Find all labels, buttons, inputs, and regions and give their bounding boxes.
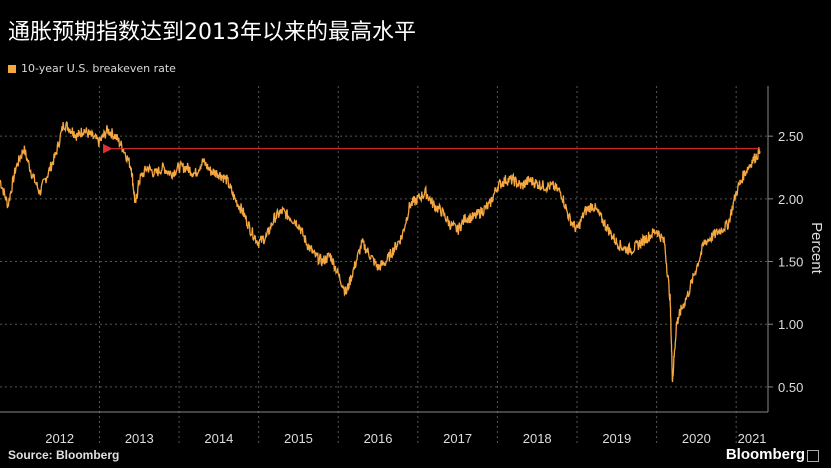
series-line (0, 121, 761, 383)
brand-logo: Bloomberg (725, 446, 805, 463)
x-tick-label: 2014 (204, 431, 233, 446)
x-tick-label: 2020 (682, 431, 711, 446)
x-tick-label: 2016 (364, 431, 393, 446)
x-tick-label: 2015 (284, 431, 313, 446)
x-tick-label: 2021 (738, 431, 767, 446)
source-label: Source: Bloomberg (8, 448, 120, 462)
y-tick-label: 1.00 (778, 317, 803, 332)
x-tick-label: 2018 (523, 431, 552, 446)
chart-title: 通胀预期指数达到2013年以来的最高水平 (8, 20, 416, 45)
y-tick-label: 2.00 (778, 192, 803, 207)
legend-label: 10-year U.S. breakeven rate (21, 62, 176, 75)
legend: 10-year U.S. breakeven rate (8, 62, 176, 75)
y-tick-label: 2.50 (778, 129, 803, 144)
bloomberg-chart-icon (807, 450, 819, 462)
y-tick-label: 1.50 (778, 255, 803, 270)
y-axis-title: Percent (808, 222, 825, 275)
y-tick-label: 0.50 (778, 380, 803, 395)
x-tick-label: 2019 (602, 431, 631, 446)
x-tick-label: 2013 (125, 431, 154, 446)
x-tick-label: 2012 (45, 431, 74, 446)
legend-swatch (8, 64, 16, 73)
x-tick-label: 2017 (443, 431, 472, 446)
